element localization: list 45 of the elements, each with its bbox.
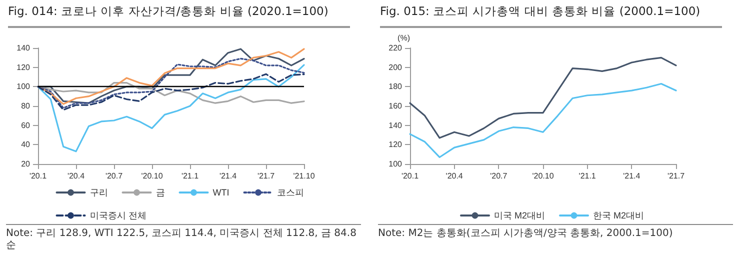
y-tick-label: 60 bbox=[21, 120, 31, 130]
y-tick-label: 120 bbox=[16, 62, 31, 72]
x-tick-label: '20.1 bbox=[401, 172, 420, 180]
x-tick-label: '20.4 bbox=[446, 172, 464, 180]
x-tick-label: '20.7 bbox=[490, 172, 508, 180]
x-tick-label: '20.1 bbox=[29, 172, 48, 180]
text: Note: M2는 총통화(코스피 시가총액/양국 총통화, 2000.1=100) bbox=[378, 224, 733, 240]
x-tick-label: '21.7 bbox=[257, 172, 276, 180]
y-tick-label: 20 bbox=[21, 160, 31, 168]
x-tick-label: '20.7 bbox=[105, 172, 124, 180]
x-tick-label: '20.10 bbox=[532, 172, 554, 180]
line-series bbox=[37, 73, 305, 111]
x-tick-label: '21.7 bbox=[667, 172, 686, 180]
legend-label: 미국증시 전체 bbox=[90, 210, 146, 220]
y-tick-label: 80 bbox=[21, 102, 31, 110]
y-tick-label: 120 bbox=[388, 140, 403, 150]
legend-label: 구리 bbox=[90, 188, 108, 198]
y-tick-label: 220 bbox=[388, 44, 403, 52]
text: Note: 구리 128.9, WTI 122.5, 코스피 114.4, 미국증시 전체 112.8, 금 84.8 순 bbox=[6, 224, 361, 252]
y-tick-label: 160 bbox=[388, 102, 403, 110]
y-tick-label: 100 bbox=[16, 82, 31, 92]
x-tick-label: '21.10 bbox=[293, 172, 316, 180]
line-series bbox=[409, 56, 677, 139]
y-tick-label: 180 bbox=[388, 82, 403, 92]
y-tick-label: 100 bbox=[388, 160, 403, 168]
line-series bbox=[37, 64, 305, 152]
legend-label: 한국 M2대비 bbox=[593, 210, 644, 220]
chart-title: Fig. 015: 코스피 시가총액 대비 총통화 비율 (2000.1=100) bbox=[380, 4, 700, 19]
y-tick-label: 140 bbox=[388, 120, 403, 130]
chart-title: Fig. 014: 코로나 이후 자산가격/총통화 비율 (2020.1=100) bbox=[8, 4, 328, 19]
legend-label: 금 bbox=[156, 188, 165, 198]
y-tick-label: 40 bbox=[21, 140, 31, 150]
x-tick-label: '21.1 bbox=[181, 172, 200, 180]
y-axis-title: (%) bbox=[398, 34, 410, 42]
x-tick-label: '21.1 bbox=[578, 172, 596, 180]
y-tick-label: 200 bbox=[388, 62, 403, 72]
x-tick-label: '20.4 bbox=[67, 172, 86, 180]
legend-label: 코스피 bbox=[277, 188, 304, 198]
legend-label: 미국 M2대비 bbox=[494, 210, 546, 220]
y-tick-label: 140 bbox=[16, 44, 31, 52]
x-tick-label: '21.4 bbox=[219, 172, 238, 180]
line-series bbox=[409, 82, 677, 158]
x-tick-label: '21.4 bbox=[623, 172, 641, 180]
x-tick-label: '20.10 bbox=[141, 172, 164, 180]
legend-label: WTI bbox=[212, 188, 230, 198]
